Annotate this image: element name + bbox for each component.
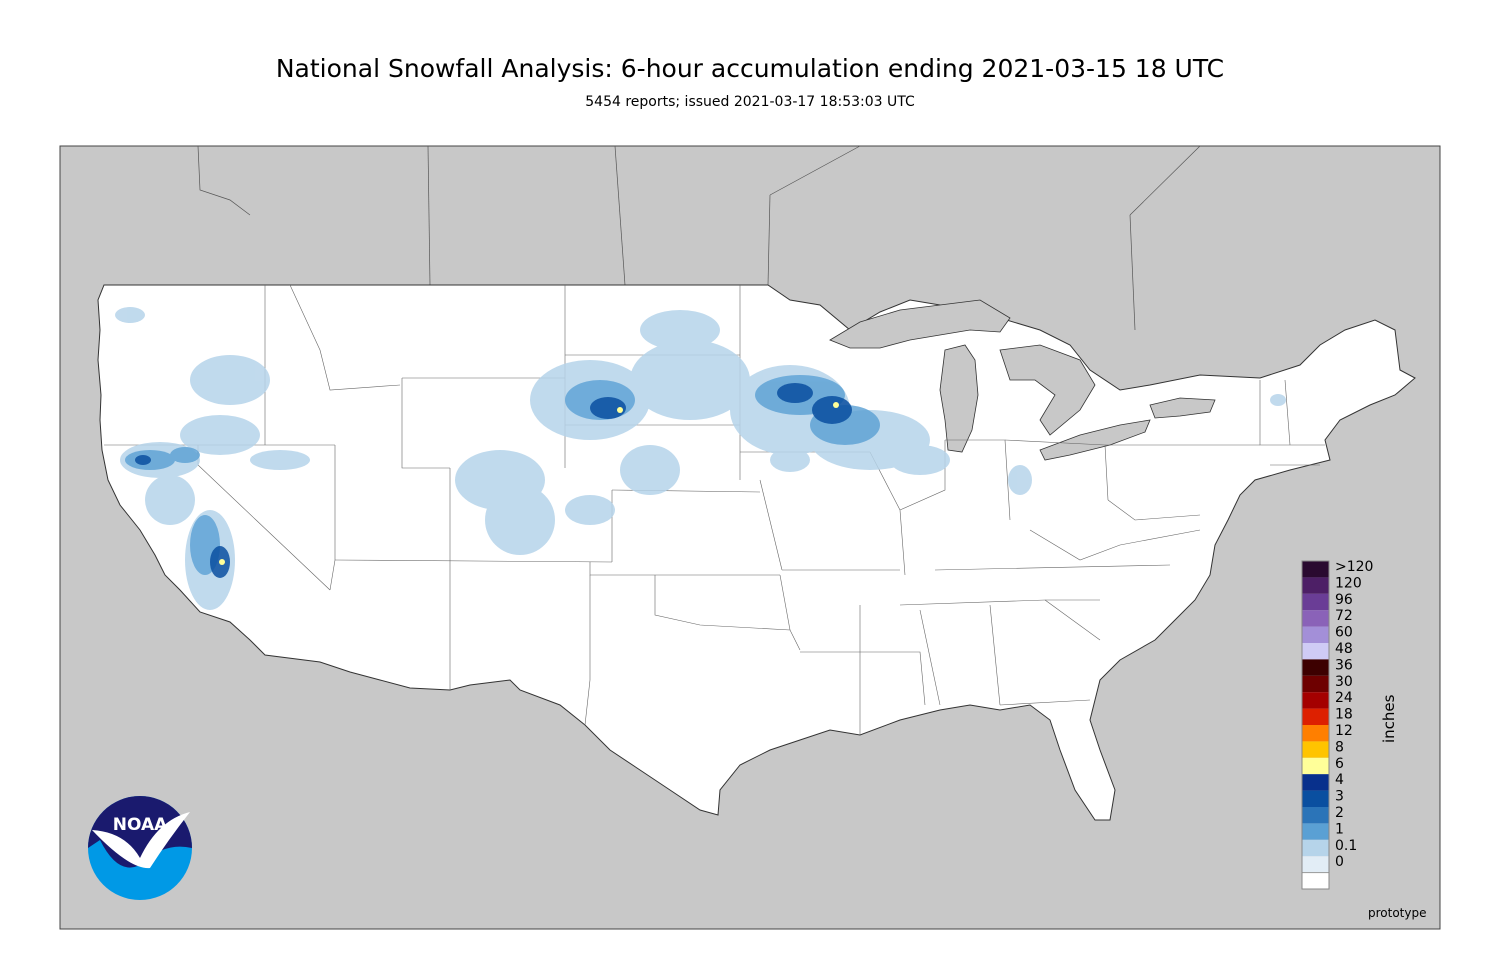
legend-label: 6: [1335, 756, 1344, 772]
lake-huron: [999, 344, 1096, 436]
legend-label: 18: [1335, 707, 1353, 723]
legend-swatch: [1302, 856, 1329, 873]
legend-label: 0.1: [1335, 838, 1357, 854]
legend-swatch-zero: [1301, 872, 1330, 890]
map-title: National Snowfall Analysis: 6-hour accum…: [275, 54, 1225, 83]
legend-swatch: [1302, 675, 1329, 693]
lake-erie: [1039, 419, 1151, 461]
legend-swatch: [1302, 741, 1329, 758]
legend-label: 72: [1335, 608, 1353, 624]
legend-label: 1: [1335, 821, 1344, 837]
legend-swatch: [1302, 692, 1329, 709]
lake-ontario: [1149, 397, 1216, 419]
legend-label: 36: [1335, 657, 1353, 673]
legend-label: 120: [1335, 575, 1362, 591]
foreign-borders: [197, 145, 1201, 331]
legend-swatch: [1302, 774, 1329, 791]
legend-swatch: [1302, 708, 1329, 725]
legend-label: 48: [1335, 641, 1353, 657]
lake-michigan: [939, 344, 979, 453]
prototype-label: prototype: [1368, 906, 1427, 920]
legend-swatch: [1302, 561, 1329, 578]
legend-label: 4: [1335, 772, 1344, 788]
conus-land: [97, 284, 1416, 821]
map-subtitle: 5454 reports; issued 2021-03-17 18:53:03…: [585, 94, 915, 110]
legend-swatch: [1302, 577, 1329, 594]
lake-superior: [829, 299, 1011, 349]
legend-swatch: [1302, 725, 1329, 742]
legend-swatch: [1302, 839, 1329, 857]
legend-label: >120: [1335, 559, 1373, 575]
legend-swatch: [1302, 790, 1329, 807]
noaa-logo: NOAA: [88, 796, 192, 900]
legend-swatch: [1302, 757, 1329, 775]
legend-swatch: [1302, 823, 1329, 840]
legend-label: 96: [1335, 592, 1353, 608]
legend-label: 60: [1335, 625, 1353, 641]
great-lakes: [829, 299, 1216, 461]
legend-swatch: [1302, 610, 1329, 627]
legend-unit: inches: [1380, 695, 1398, 743]
snowfall-shading: [115, 307, 1286, 610]
legend-swatch: [1302, 643, 1329, 660]
legend-label: 8: [1335, 739, 1344, 755]
legend-label: 12: [1335, 723, 1353, 739]
legend-label: 30: [1335, 674, 1353, 690]
legend-swatch: [1302, 659, 1329, 676]
legend-label: 2: [1335, 805, 1344, 821]
noaa-logo-text: NOAA: [113, 815, 168, 835]
legend-border: [1301, 560, 1330, 890]
legend-swatch: [1302, 626, 1329, 643]
legend-label: 3: [1335, 789, 1344, 805]
legend-label: 0: [1335, 854, 1344, 870]
snow-6in: [219, 402, 839, 565]
legend-label: 24: [1335, 690, 1353, 706]
legend-swatch: [1302, 593, 1329, 611]
legend-swatch: [1302, 807, 1329, 824]
